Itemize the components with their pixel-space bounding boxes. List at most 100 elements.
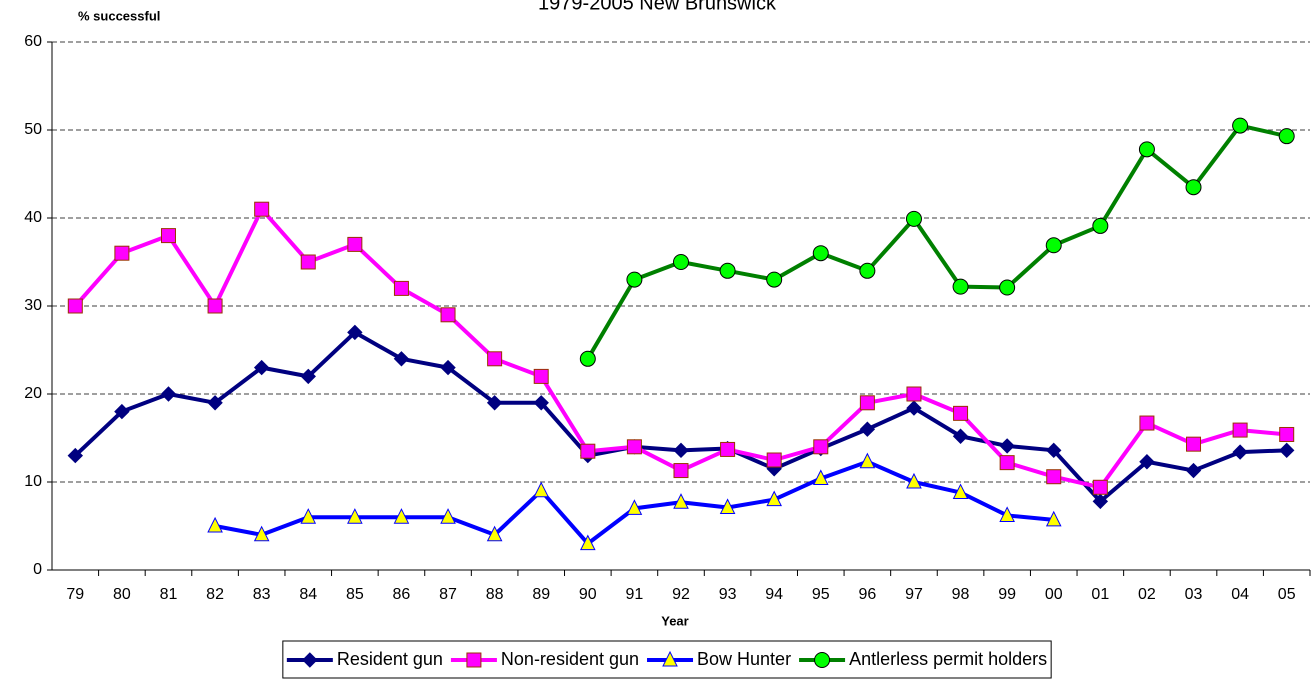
marker xyxy=(766,490,782,507)
x-tick-label: 91 xyxy=(626,586,644,603)
x-tick-label: 85 xyxy=(346,586,364,603)
marker xyxy=(393,280,409,296)
marker xyxy=(114,245,130,261)
legend-label: Non-resident gun xyxy=(501,649,639,669)
marker xyxy=(859,262,876,279)
marker xyxy=(1045,237,1062,254)
x-tick-label: 84 xyxy=(299,586,317,603)
chart-title: 1979-2005 New Brunswick xyxy=(538,0,777,14)
x-tick-label: 89 xyxy=(532,586,550,603)
marker xyxy=(207,298,223,314)
marker xyxy=(859,421,876,437)
marker xyxy=(393,351,410,367)
marker xyxy=(626,439,642,455)
x-tick-label: 98 xyxy=(952,586,970,603)
marker xyxy=(952,483,969,500)
marker xyxy=(1232,444,1248,460)
marker xyxy=(207,516,223,533)
marker xyxy=(160,228,176,244)
marker xyxy=(580,443,596,459)
marker xyxy=(812,469,829,485)
marker xyxy=(1092,493,1109,510)
marker xyxy=(347,508,363,524)
marker xyxy=(486,525,503,542)
marker xyxy=(440,508,456,524)
marker xyxy=(440,359,456,376)
x-tick-label: 83 xyxy=(253,586,271,603)
marker xyxy=(347,324,363,341)
marker xyxy=(673,442,689,459)
y-tick-label: 40 xyxy=(24,209,42,226)
marker xyxy=(1185,179,1202,196)
marker xyxy=(953,405,969,421)
marker xyxy=(254,201,270,217)
marker xyxy=(533,481,550,498)
x-tick-label: 90 xyxy=(579,586,597,603)
marker xyxy=(952,428,969,444)
y-tick-label: 60 xyxy=(24,33,42,50)
marker xyxy=(160,386,177,402)
marker xyxy=(906,400,922,416)
marker xyxy=(300,368,316,385)
marker xyxy=(1279,426,1295,442)
marker xyxy=(999,455,1015,471)
x-tick-label: 79 xyxy=(66,586,84,603)
marker xyxy=(1046,442,1062,459)
marker xyxy=(906,386,922,402)
marker xyxy=(393,508,410,524)
marker xyxy=(626,499,643,515)
x-tick-label: 87 xyxy=(439,586,457,603)
x-tick-label: 88 xyxy=(486,586,504,603)
marker xyxy=(1139,454,1155,470)
marker xyxy=(253,525,270,542)
marker xyxy=(580,534,596,551)
marker xyxy=(466,652,482,668)
marker xyxy=(1278,128,1295,145)
marker xyxy=(720,441,736,457)
y-axis-label: % successful xyxy=(78,8,160,23)
x-tick-label: 95 xyxy=(812,586,830,603)
marker xyxy=(999,506,1015,522)
marker xyxy=(999,279,1016,296)
marker xyxy=(626,271,643,288)
legend-item: Antlerless permit holders xyxy=(799,649,1047,669)
x-tick-label: 81 xyxy=(160,586,178,603)
x-tick-label: 03 xyxy=(1185,586,1203,603)
y-tick-label: 10 xyxy=(24,473,42,490)
legend-item: Bow Hunter xyxy=(647,649,791,669)
x-tick-label: 05 xyxy=(1278,586,1296,603)
marker xyxy=(1232,117,1249,134)
marker xyxy=(905,210,922,227)
marker xyxy=(300,254,316,270)
x-tick-label: 82 xyxy=(206,586,224,603)
marker xyxy=(1092,479,1108,495)
marker xyxy=(1045,510,1062,527)
marker xyxy=(662,650,678,667)
marker xyxy=(766,271,783,288)
legend: Resident gun Non-resident gun Bow Hunter An… xyxy=(282,640,1052,679)
x-tick-label: 86 xyxy=(393,586,411,603)
x-tick-label: 01 xyxy=(1091,586,1109,603)
marker xyxy=(440,307,456,323)
marker xyxy=(1139,415,1155,431)
marker xyxy=(302,652,318,668)
legend-item: Non-resident gun xyxy=(450,649,639,669)
marker xyxy=(673,254,689,270)
marker xyxy=(1185,462,1202,479)
marker xyxy=(1232,422,1248,438)
x-tick-label: 99 xyxy=(998,586,1016,603)
x-tick-label: 92 xyxy=(672,586,690,603)
legend-label: Antlerless permit holders xyxy=(849,649,1047,669)
x-tick-label: 97 xyxy=(905,586,923,603)
x-tick-label: 04 xyxy=(1231,586,1249,603)
x-tick-label: 94 xyxy=(765,586,783,603)
marker xyxy=(114,403,130,420)
marker xyxy=(673,463,689,479)
marker xyxy=(952,278,969,295)
marker xyxy=(812,245,829,262)
marker xyxy=(1092,217,1109,234)
legend-label: Resident gun xyxy=(337,649,443,669)
marker xyxy=(813,439,829,455)
marker xyxy=(999,438,1015,454)
